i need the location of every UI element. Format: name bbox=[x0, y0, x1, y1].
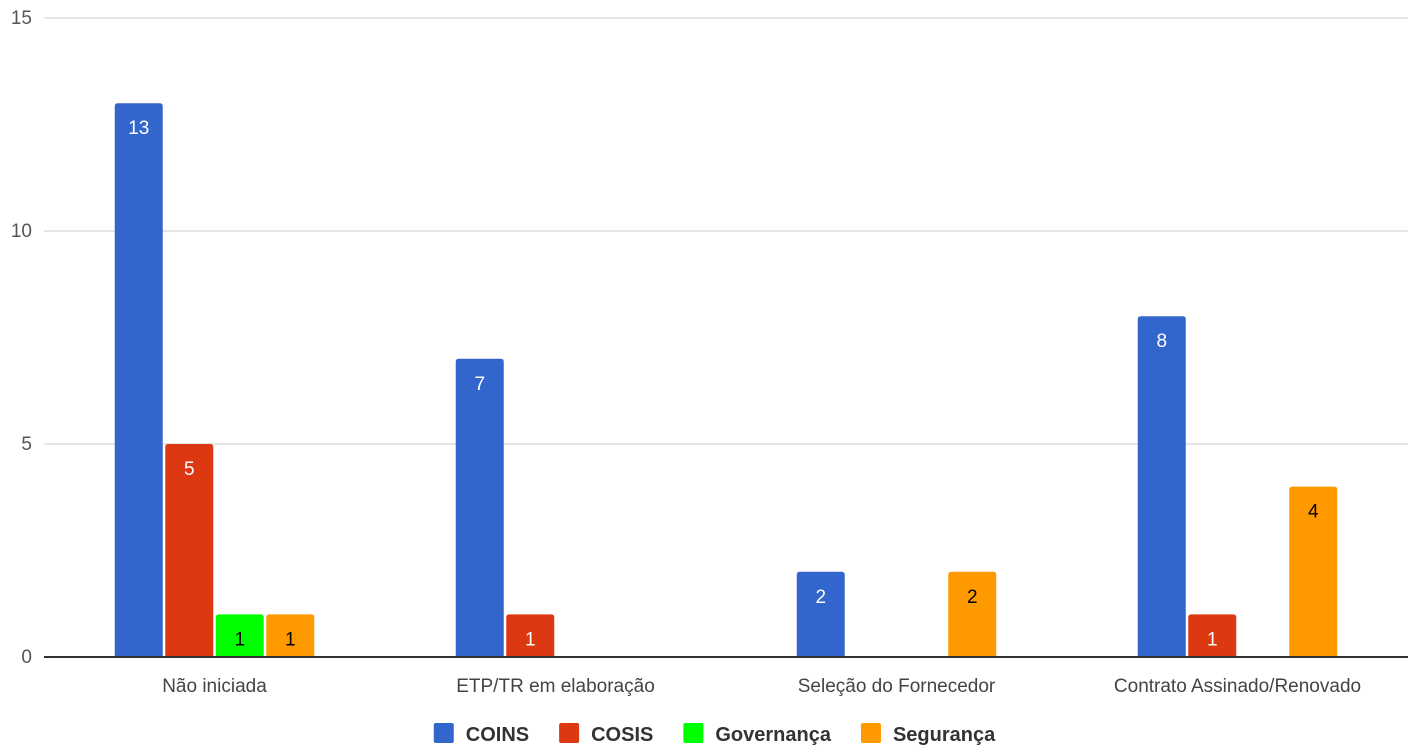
y-axis: 0 5 10 15 bbox=[11, 8, 32, 668]
legend-entry: Segurança bbox=[893, 724, 996, 746]
bar bbox=[1137, 316, 1186, 657]
bar bbox=[266, 614, 315, 657]
bar bbox=[796, 571, 845, 657]
x-axis: Não iniciada ETP/TR em elaboração Seleção … bbox=[44, 656, 1408, 697]
legend-swatch bbox=[860, 723, 881, 743]
bars bbox=[114, 103, 1338, 657]
bar bbox=[455, 358, 504, 657]
gridlines bbox=[44, 17, 1408, 445]
data-label: 2 bbox=[815, 587, 826, 608]
data-label: 1 bbox=[1207, 629, 1218, 650]
data-label: 1 bbox=[285, 629, 296, 650]
data-label: 2 bbox=[967, 587, 978, 608]
data-label: 8 bbox=[1156, 331, 1167, 352]
legend-swatch bbox=[683, 723, 704, 743]
legend-entry: Governança bbox=[715, 724, 831, 746]
bar bbox=[114, 103, 163, 657]
data-label: 13 bbox=[128, 118, 149, 139]
bar bbox=[1289, 486, 1338, 657]
bar bbox=[948, 571, 997, 657]
y-tick-label: 5 bbox=[21, 434, 32, 455]
x-tick-label: Seleção do Fornecedor bbox=[798, 676, 996, 697]
data-label: 7 bbox=[474, 374, 485, 395]
legend-entry: COINS bbox=[466, 724, 529, 746]
data-label: 1 bbox=[234, 629, 245, 650]
bar bbox=[1188, 614, 1237, 657]
data-label: 1 bbox=[525, 629, 536, 650]
data-label: 5 bbox=[184, 459, 195, 480]
legend-swatch bbox=[433, 723, 454, 743]
bar bbox=[506, 614, 555, 657]
x-tick-label: Não iniciada bbox=[162, 676, 267, 697]
bar bbox=[215, 614, 264, 657]
legend-entry: COSIS bbox=[591, 724, 653, 746]
bar bbox=[165, 444, 214, 657]
y-tick-label: 10 bbox=[11, 221, 32, 242]
y-tick-label: 15 bbox=[11, 8, 32, 29]
legend: COINS COSIS Governança Segurança bbox=[433, 723, 996, 746]
y-tick-label: 0 bbox=[21, 647, 32, 668]
x-tick-label: Contrato Assinado/Renovado bbox=[1114, 676, 1361, 697]
legend-swatch bbox=[559, 723, 580, 743]
x-tick-label: ETP/TR em elaboração bbox=[456, 676, 655, 697]
data-label: 4 bbox=[1308, 502, 1319, 523]
